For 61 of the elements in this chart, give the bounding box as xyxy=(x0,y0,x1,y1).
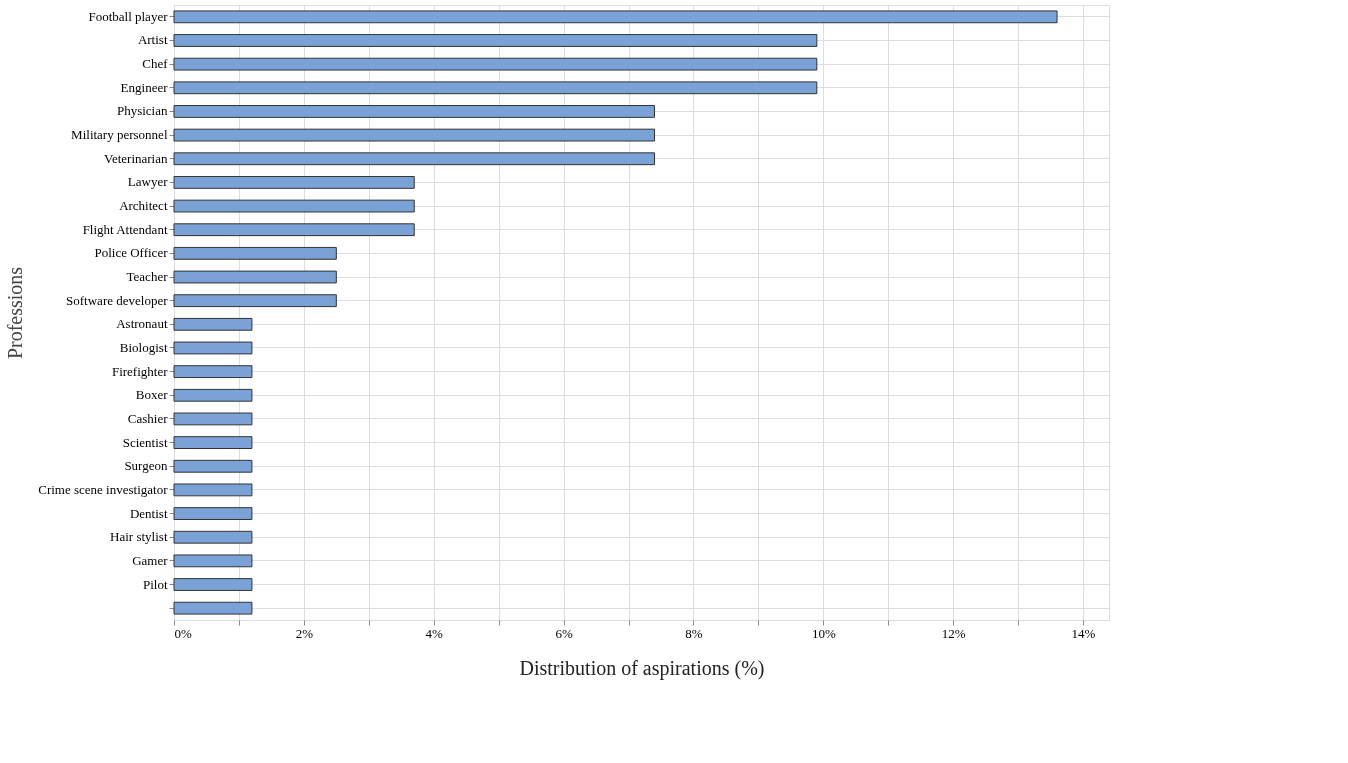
x-tick-label: 12% xyxy=(941,625,966,641)
y-tick-label: Gamer xyxy=(132,552,169,568)
y-tick-label: Surgeon xyxy=(124,458,168,474)
bar xyxy=(173,436,253,450)
x-tick-label: 10% xyxy=(811,625,836,641)
y-tick-label: Pilot xyxy=(142,576,168,592)
y-tick-label: Cashier xyxy=(127,410,169,426)
bar xyxy=(173,365,253,379)
y-tick-label: Biologist xyxy=(119,339,168,355)
bar xyxy=(173,10,1058,24)
x-tick-label: 6% xyxy=(555,625,573,641)
y-tick-label: Boxer xyxy=(135,387,169,403)
y-tick-label: Scientist xyxy=(122,434,168,450)
bar xyxy=(173,223,415,237)
x-tick-label: 0% xyxy=(174,625,192,641)
x-tick-label: 8% xyxy=(685,625,703,641)
y-tick-label: Football player xyxy=(88,8,169,24)
bar xyxy=(173,34,818,47)
bar xyxy=(173,199,415,213)
bar xyxy=(173,507,253,520)
y-tick-label: Engineer xyxy=(120,79,169,95)
y-tick-label: Lawyer xyxy=(127,174,169,190)
y-tick-label: Dentist xyxy=(129,505,168,521)
y-tick-label: Flight Attendant xyxy=(82,221,168,237)
bar xyxy=(173,530,253,544)
y-tick-label: Military personnel xyxy=(71,127,168,143)
bar xyxy=(173,270,337,284)
bar xyxy=(173,578,253,591)
y-tick-label: Architect xyxy=(119,198,168,214)
bar xyxy=(173,246,337,260)
x-tick-label: 14% xyxy=(1071,625,1096,641)
y-tick-label: Crime scene investigator xyxy=(38,481,169,497)
bar xyxy=(173,152,655,166)
y-tick-label: Hair stylist xyxy=(110,529,168,545)
bar xyxy=(173,294,337,308)
bar xyxy=(173,388,253,402)
bar xyxy=(173,483,253,497)
bar xyxy=(173,412,253,426)
bar xyxy=(173,81,818,95)
bar xyxy=(173,128,655,142)
x-axis-title: Distribution of aspirations (%) xyxy=(519,656,765,680)
bar xyxy=(173,317,253,331)
y-tick-label: Software developer xyxy=(66,292,169,308)
bar xyxy=(173,601,253,615)
y-tick-label: Chef xyxy=(142,56,169,72)
y-axis-title: Professions xyxy=(4,266,27,360)
y-tick-label: Physician xyxy=(116,103,168,119)
y-tick-label: Firefighter xyxy=(111,363,169,379)
bar xyxy=(173,57,818,71)
bar xyxy=(173,459,253,473)
bar xyxy=(173,341,253,355)
x-tick-label: 2% xyxy=(295,625,314,641)
y-tick-label: Artist xyxy=(137,32,168,48)
y-tick-label: Police Officer xyxy=(94,245,169,261)
x-tick-label: 4% xyxy=(425,625,444,641)
bar xyxy=(173,554,253,568)
bar xyxy=(173,175,415,189)
y-tick-label: Astronaut xyxy=(116,316,168,332)
y-tick-label: Veterinarian xyxy=(103,150,168,166)
bar xyxy=(173,105,655,118)
y-tick-label: Teacher xyxy=(126,269,169,285)
